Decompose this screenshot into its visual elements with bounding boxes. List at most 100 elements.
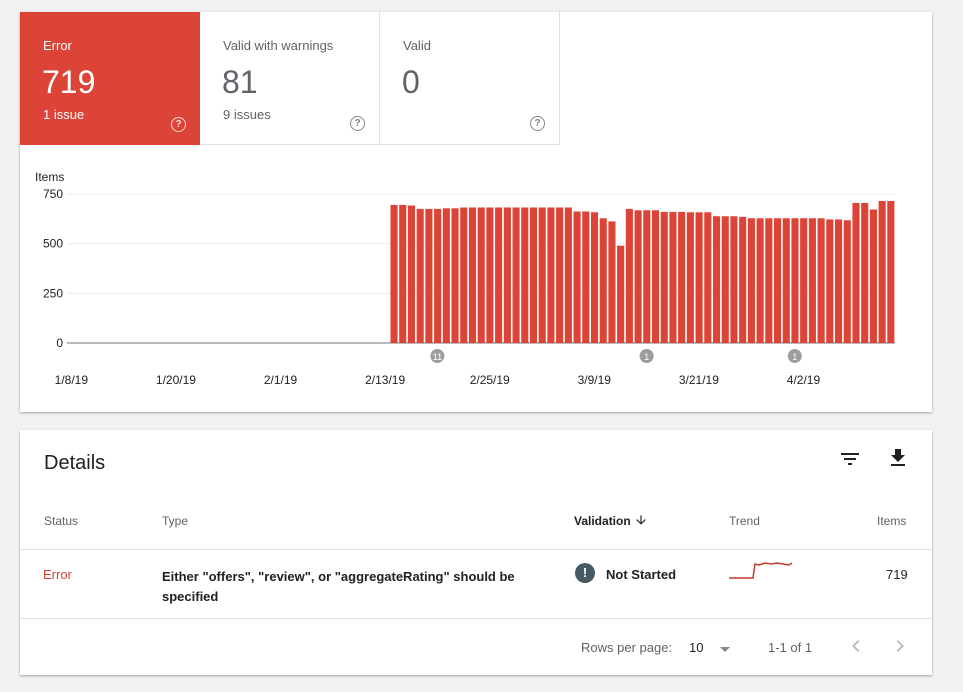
details-title: Details — [44, 452, 106, 474]
chart-bar[interactable] — [878, 200, 886, 343]
row-type-line2: specified — [162, 589, 219, 604]
annotation-marker[interactable] — [787, 349, 802, 363]
warnings-tile-label: Valid with warnings — [223, 38, 334, 53]
chart-bar[interactable] — [826, 219, 834, 343]
warnings-tile[interactable]: Valid with warnings 81 9 issues ? — [200, 12, 380, 145]
valid-tile-count: 0 — [402, 64, 420, 100]
col-header-status[interactable]: Status — [44, 514, 79, 528]
chart-bar[interactable] — [538, 207, 546, 343]
chart-bar[interactable] — [773, 218, 782, 343]
chart-bar[interactable] — [390, 204, 398, 343]
chart-bar[interactable] — [686, 212, 694, 343]
error-tile-count: 719 — [42, 64, 96, 100]
chart-bar[interactable] — [442, 208, 450, 343]
chart-bar[interactable] — [721, 216, 729, 343]
chart-bar[interactable] — [704, 212, 712, 343]
x-tick-label: 4/2/19 — [787, 373, 821, 387]
error-tile[interactable]: Error 719 1 issue ? — [20, 12, 200, 145]
chart-bar[interactable] — [617, 245, 625, 343]
chart-bar[interactable] — [712, 216, 721, 343]
chart-bar[interactable] — [486, 207, 494, 343]
chart-bar[interactable] — [608, 221, 616, 343]
chart-bar[interactable] — [625, 208, 633, 343]
chevron-left-icon[interactable] — [844, 634, 868, 658]
valid-tile[interactable]: Valid 0 ? — [380, 12, 560, 145]
chart-bar[interactable] — [582, 211, 590, 343]
chart-bar[interactable] — [869, 209, 877, 343]
chart-bar[interactable] — [765, 218, 773, 343]
chart-bar[interactable] — [451, 208, 459, 343]
chart-bar[interactable] — [747, 218, 755, 343]
rows-per-page-value: 10 — [689, 640, 704, 655]
chart-bar[interactable] — [861, 202, 869, 343]
chart-bar[interactable] — [643, 210, 651, 343]
col-header-trend[interactable]: Trend — [729, 514, 760, 528]
chart-bar[interactable] — [521, 207, 529, 343]
chart-bar[interactable] — [495, 207, 503, 343]
y-tick-label: 750 — [43, 187, 63, 201]
annotation-label: 1 — [644, 352, 649, 362]
chart-bar[interactable] — [756, 218, 764, 343]
exclamation-circle-icon: ! — [575, 563, 595, 583]
chart-bar[interactable] — [590, 212, 599, 343]
col-header-items[interactable]: Items — [877, 514, 907, 528]
chart-bar[interactable] — [503, 207, 511, 343]
chart-bar[interactable] — [808, 218, 816, 343]
chart-bar[interactable] — [843, 220, 851, 343]
x-tick-label: 3/9/19 — [578, 373, 612, 387]
chart-bar[interactable] — [660, 211, 668, 343]
col-header-type[interactable]: Type — [162, 514, 189, 528]
chart-bar[interactable] — [887, 200, 895, 343]
chart-bar[interactable] — [800, 218, 808, 343]
chart-bar[interactable] — [564, 207, 572, 343]
chart-bar[interactable] — [573, 211, 581, 343]
chart-bar[interactable] — [651, 210, 660, 343]
chart-bar[interactable] — [529, 207, 538, 343]
table-row[interactable]: Error Either "offers", "review", or "agg… — [20, 550, 932, 618]
chart-bar[interactable] — [739, 216, 747, 343]
valid-tile-label: Valid — [403, 38, 431, 53]
annotation-label: 1 — [792, 352, 797, 362]
items-bar-chart: Items 0 250 500 750 1/8/19 1/20/19 2/1/19 2/13/1… — [35, 170, 895, 387]
chart-bar[interactable] — [460, 207, 468, 343]
error-tile-label: Error — [43, 38, 72, 53]
chart-bar[interactable] — [817, 218, 825, 343]
chart-bar[interactable] — [556, 207, 564, 343]
details-card: Details Status Type Validation Trend Ite… — [20, 430, 932, 675]
chart-bar[interactable] — [407, 205, 416, 343]
chart-bar[interactable] — [852, 202, 860, 343]
annotation-marker[interactable] — [639, 349, 654, 363]
chart-bar[interactable] — [791, 218, 799, 343]
download-icon[interactable] — [886, 446, 910, 470]
divider — [20, 549, 932, 550]
help-icon[interactable]: ? — [171, 117, 186, 132]
rows-per-page-select[interactable]: 10 — [689, 636, 737, 658]
chart-bar[interactable] — [599, 218, 607, 343]
chart-bar[interactable] — [512, 207, 520, 343]
col-header-validation[interactable]: Validation — [574, 514, 646, 528]
chart-bar[interactable] — [547, 207, 555, 343]
help-icon[interactable]: ? — [350, 116, 365, 131]
summary-card: Error 719 1 issue ? Valid with warnings … — [20, 12, 932, 412]
chart-bar[interactable] — [695, 212, 703, 343]
chart-bar[interactable] — [416, 208, 424, 343]
chart-bar[interactable] — [678, 211, 686, 343]
chart-bar[interactable] — [477, 207, 485, 343]
chart-bar[interactable] — [730, 216, 738, 343]
annotation-marker[interactable] — [430, 349, 445, 363]
filter-icon[interactable] — [838, 447, 862, 471]
chart-bar[interactable] — [425, 208, 433, 343]
chart-bar[interactable] — [669, 211, 677, 343]
pagination-range: 1-1 of 1 — [768, 640, 813, 655]
help-icon[interactable]: ? — [530, 116, 545, 131]
x-tick-label: 2/13/19 — [365, 373, 405, 387]
chart-bar[interactable] — [399, 204, 407, 343]
chart-bar[interactable] — [634, 210, 642, 343]
chart-bar[interactable] — [468, 207, 477, 343]
chart-bar[interactable] — [434, 208, 442, 343]
warnings-tile-sub: 9 issues — [223, 107, 271, 122]
chevron-right-icon[interactable] — [888, 634, 912, 658]
chart-bar[interactable] — [782, 218, 790, 343]
chart-bar[interactable] — [834, 219, 843, 343]
row-items: 719 — [886, 567, 908, 582]
